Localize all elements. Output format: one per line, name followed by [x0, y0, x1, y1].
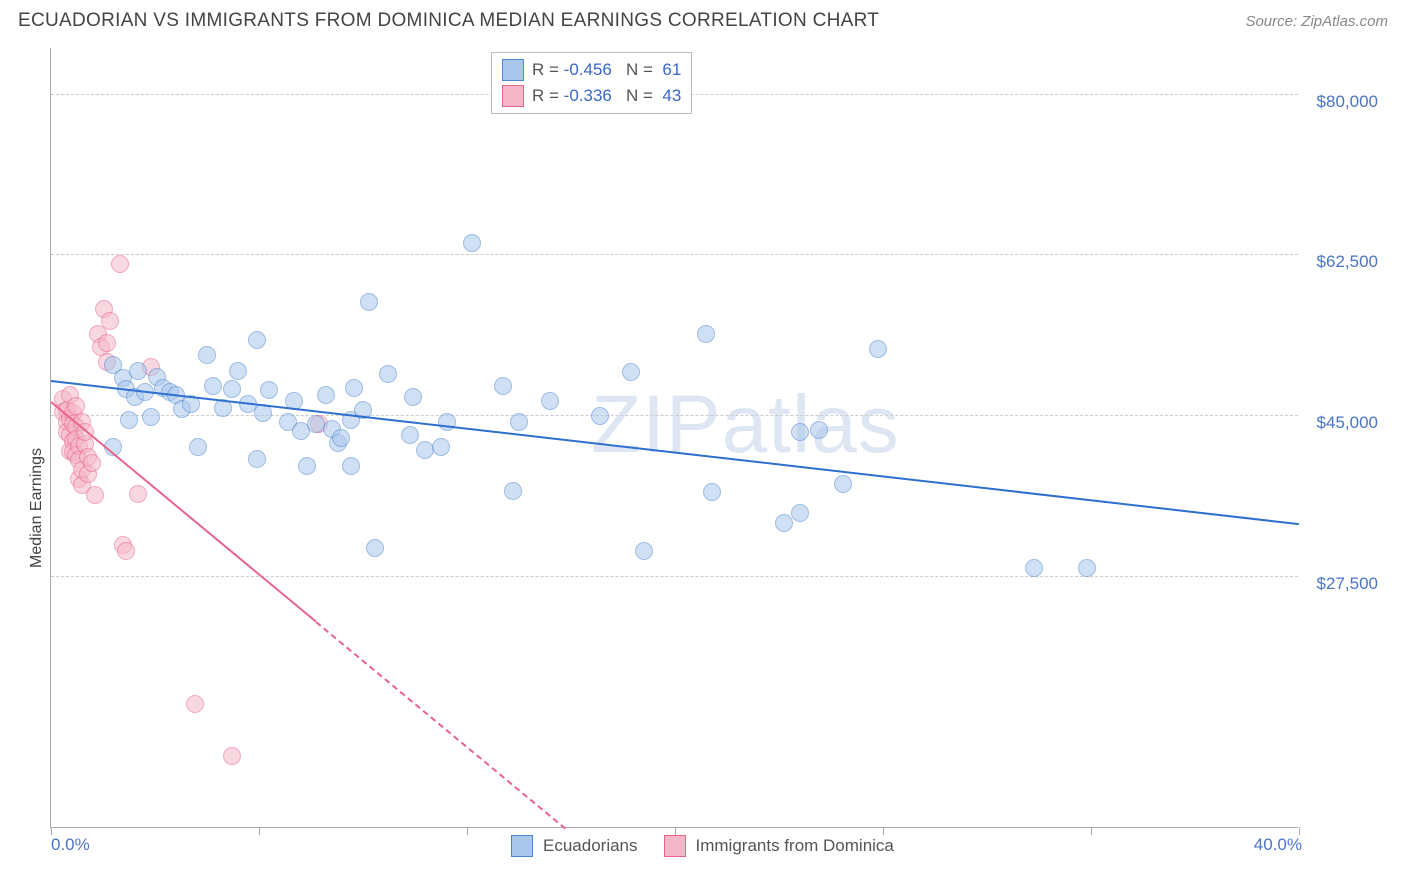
- scatter-point: [101, 312, 119, 330]
- legend-label: Ecuadorians: [543, 836, 638, 856]
- plot-region: ZIPatlas $80,000$62,500$45,000$27,5000.0…: [50, 48, 1298, 828]
- scatter-point: [83, 454, 101, 472]
- legend-stats: R = -0.456 N = 61: [532, 60, 681, 80]
- legend-swatch: [502, 85, 524, 107]
- scatter-point: [260, 381, 278, 399]
- scatter-point: [791, 423, 809, 441]
- legend-row: R = -0.336 N = 43: [502, 83, 681, 109]
- scatter-point: [223, 747, 241, 765]
- scatter-point: [1078, 559, 1096, 577]
- trend-line: [50, 402, 316, 623]
- scatter-point: [345, 379, 363, 397]
- x-tick: [467, 827, 468, 835]
- scatter-point: [298, 457, 316, 475]
- scatter-point: [869, 340, 887, 358]
- legend-swatch: [511, 835, 533, 857]
- scatter-point: [404, 388, 422, 406]
- scatter-point: [366, 539, 384, 557]
- legend-stats: R = -0.336 N = 43: [532, 86, 681, 106]
- legend-label: Immigrants from Dominica: [696, 836, 894, 856]
- scatter-point: [223, 380, 241, 398]
- scatter-point: [120, 411, 138, 429]
- scatter-point: [504, 482, 522, 500]
- x-tick: [51, 827, 52, 835]
- scatter-point: [541, 392, 559, 410]
- chart-header: ECUADORIAN VS IMMIGRANTS FROM DOMINICA M…: [0, 0, 1406, 38]
- scatter-point: [834, 475, 852, 493]
- x-tick: [675, 827, 676, 835]
- scatter-point: [494, 377, 512, 395]
- legend-swatch: [664, 835, 686, 857]
- x-tick: [1091, 827, 1092, 835]
- correlation-legend: R = -0.456 N = 61 R = -0.336 N = 43: [491, 52, 692, 114]
- scatter-point: [198, 346, 216, 364]
- series-legend: Ecuadorians Immigrants from Dominica: [511, 835, 910, 857]
- scatter-point: [332, 429, 350, 447]
- scatter-point: [248, 331, 266, 349]
- x-end-label: 40.0%: [1254, 835, 1302, 855]
- scatter-point: [697, 325, 715, 343]
- scatter-point: [317, 386, 335, 404]
- legend-swatch: [502, 59, 524, 81]
- y-tick-label: $62,500: [1317, 252, 1378, 272]
- scatter-point: [510, 413, 528, 431]
- scatter-point: [703, 483, 721, 501]
- chart-area: Median Earnings ZIPatlas $80,000$62,500$…: [50, 48, 1390, 858]
- scatter-point: [129, 485, 147, 503]
- scatter-point: [1025, 559, 1043, 577]
- scatter-point: [438, 413, 456, 431]
- y-axis-label: Median Earnings: [28, 448, 46, 568]
- scatter-point: [360, 293, 378, 311]
- gridline: [51, 254, 1298, 255]
- scatter-point: [204, 377, 222, 395]
- scatter-point: [622, 363, 640, 381]
- scatter-point: [248, 450, 266, 468]
- x-start-label: 0.0%: [51, 835, 90, 855]
- scatter-point: [117, 542, 135, 560]
- trend-line: [316, 621, 567, 829]
- scatter-point: [186, 695, 204, 713]
- scatter-point: [463, 234, 481, 252]
- scatter-point: [142, 408, 160, 426]
- y-tick-label: $45,000: [1317, 413, 1378, 433]
- scatter-point: [432, 438, 450, 456]
- scatter-point: [229, 362, 247, 380]
- x-tick: [259, 827, 260, 835]
- scatter-point: [401, 426, 419, 444]
- scatter-point: [635, 542, 653, 560]
- trend-line: [51, 380, 1299, 525]
- scatter-point: [591, 407, 609, 425]
- scatter-point: [810, 421, 828, 439]
- y-tick-label: $27,500: [1317, 574, 1378, 594]
- scatter-point: [98, 334, 116, 352]
- y-tick-label: $80,000: [1317, 92, 1378, 112]
- legend-row: R = -0.456 N = 61: [502, 57, 681, 83]
- scatter-point: [67, 397, 85, 415]
- scatter-point: [342, 457, 360, 475]
- x-tick: [1299, 827, 1300, 835]
- scatter-point: [775, 514, 793, 532]
- scatter-point: [129, 362, 147, 380]
- source-attribution: Source: ZipAtlas.com: [1245, 13, 1388, 30]
- gridline: [51, 415, 1298, 416]
- scatter-point: [111, 255, 129, 273]
- gridline: [51, 576, 1298, 577]
- scatter-point: [86, 486, 104, 504]
- scatter-point: [791, 504, 809, 522]
- watermark: ZIPatlas: [591, 378, 900, 472]
- scatter-point: [189, 438, 207, 456]
- scatter-point: [379, 365, 397, 383]
- x-tick: [883, 827, 884, 835]
- chart-title: ECUADORIAN VS IMMIGRANTS FROM DOMINICA M…: [18, 10, 879, 32]
